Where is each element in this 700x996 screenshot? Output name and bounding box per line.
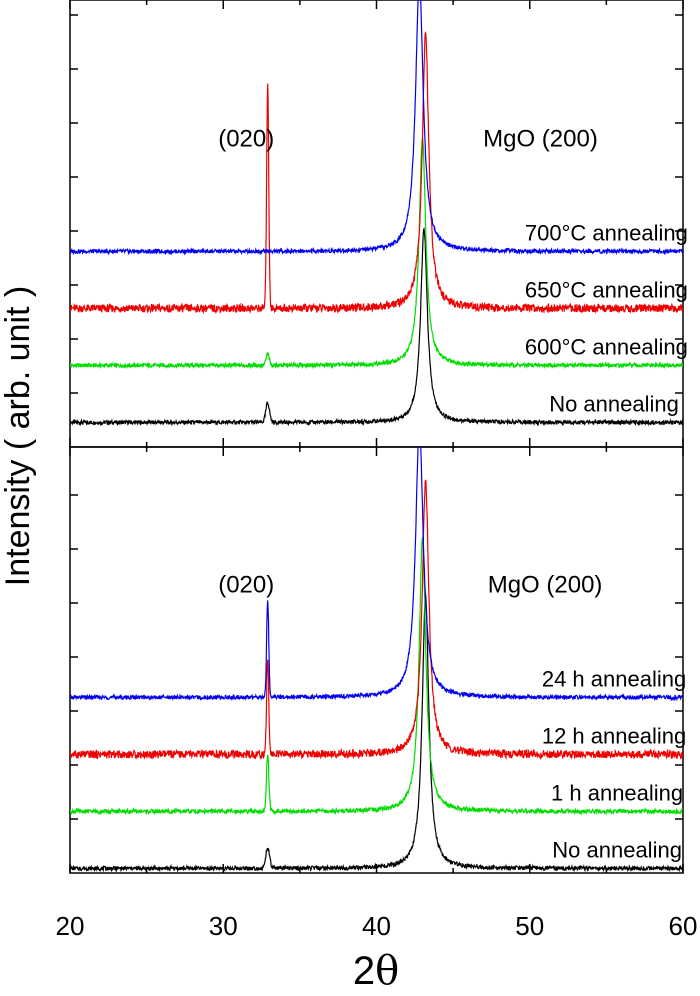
series-line — [70, 226, 683, 427]
y-axis-label: Intensity ( arb. unit ) — [0, 286, 37, 586]
x-tick-label: 40 — [362, 911, 391, 941]
series-line — [70, 593, 683, 873]
peak-annotation: MgO (200) — [483, 126, 598, 153]
x-tick-label: 30 — [209, 911, 238, 941]
series-label: 24 h annealing — [542, 666, 686, 691]
theta-symbol: θ — [375, 948, 399, 994]
panel-frame — [69, 446, 684, 874]
series-label: 600°C annealing — [525, 334, 688, 359]
bottom-panel: No annealing 1 h annealing 12 h annealing 2… — [69, 446, 686, 874]
x-tick-label: 50 — [515, 911, 544, 941]
x-axis: 20 30 40 50 60 — [56, 911, 698, 941]
x-tick-label: 60 — [669, 911, 698, 941]
series-label: 1 h annealing — [551, 780, 683, 805]
series-line — [70, 137, 683, 370]
x-axis-label-prefix: 2 — [353, 949, 375, 993]
top-panel: No annealing 600°C annealing 650°C anneali… — [69, 0, 688, 448]
series-line — [70, 0, 683, 256]
series-label: 650°C annealing — [525, 277, 688, 302]
series-line — [70, 479, 683, 761]
series-label: 12 h annealing — [542, 723, 686, 748]
series-group — [70, 447, 683, 873]
x-tick-label: 20 — [56, 911, 85, 941]
series-label: No annealing — [552, 837, 682, 862]
series-group — [70, 0, 683, 427]
series-label: 700°C annealing — [525, 220, 688, 245]
series-label: No annealing — [549, 391, 679, 416]
series-line — [70, 30, 683, 315]
x-axis-label: 2θ — [353, 948, 399, 994]
peak-annotation: (020) — [218, 572, 274, 599]
series-line — [70, 447, 683, 702]
peak-annotation: (020) — [218, 126, 274, 153]
peak-annotation: MgO (200) — [488, 572, 603, 599]
series-line — [70, 536, 683, 816]
